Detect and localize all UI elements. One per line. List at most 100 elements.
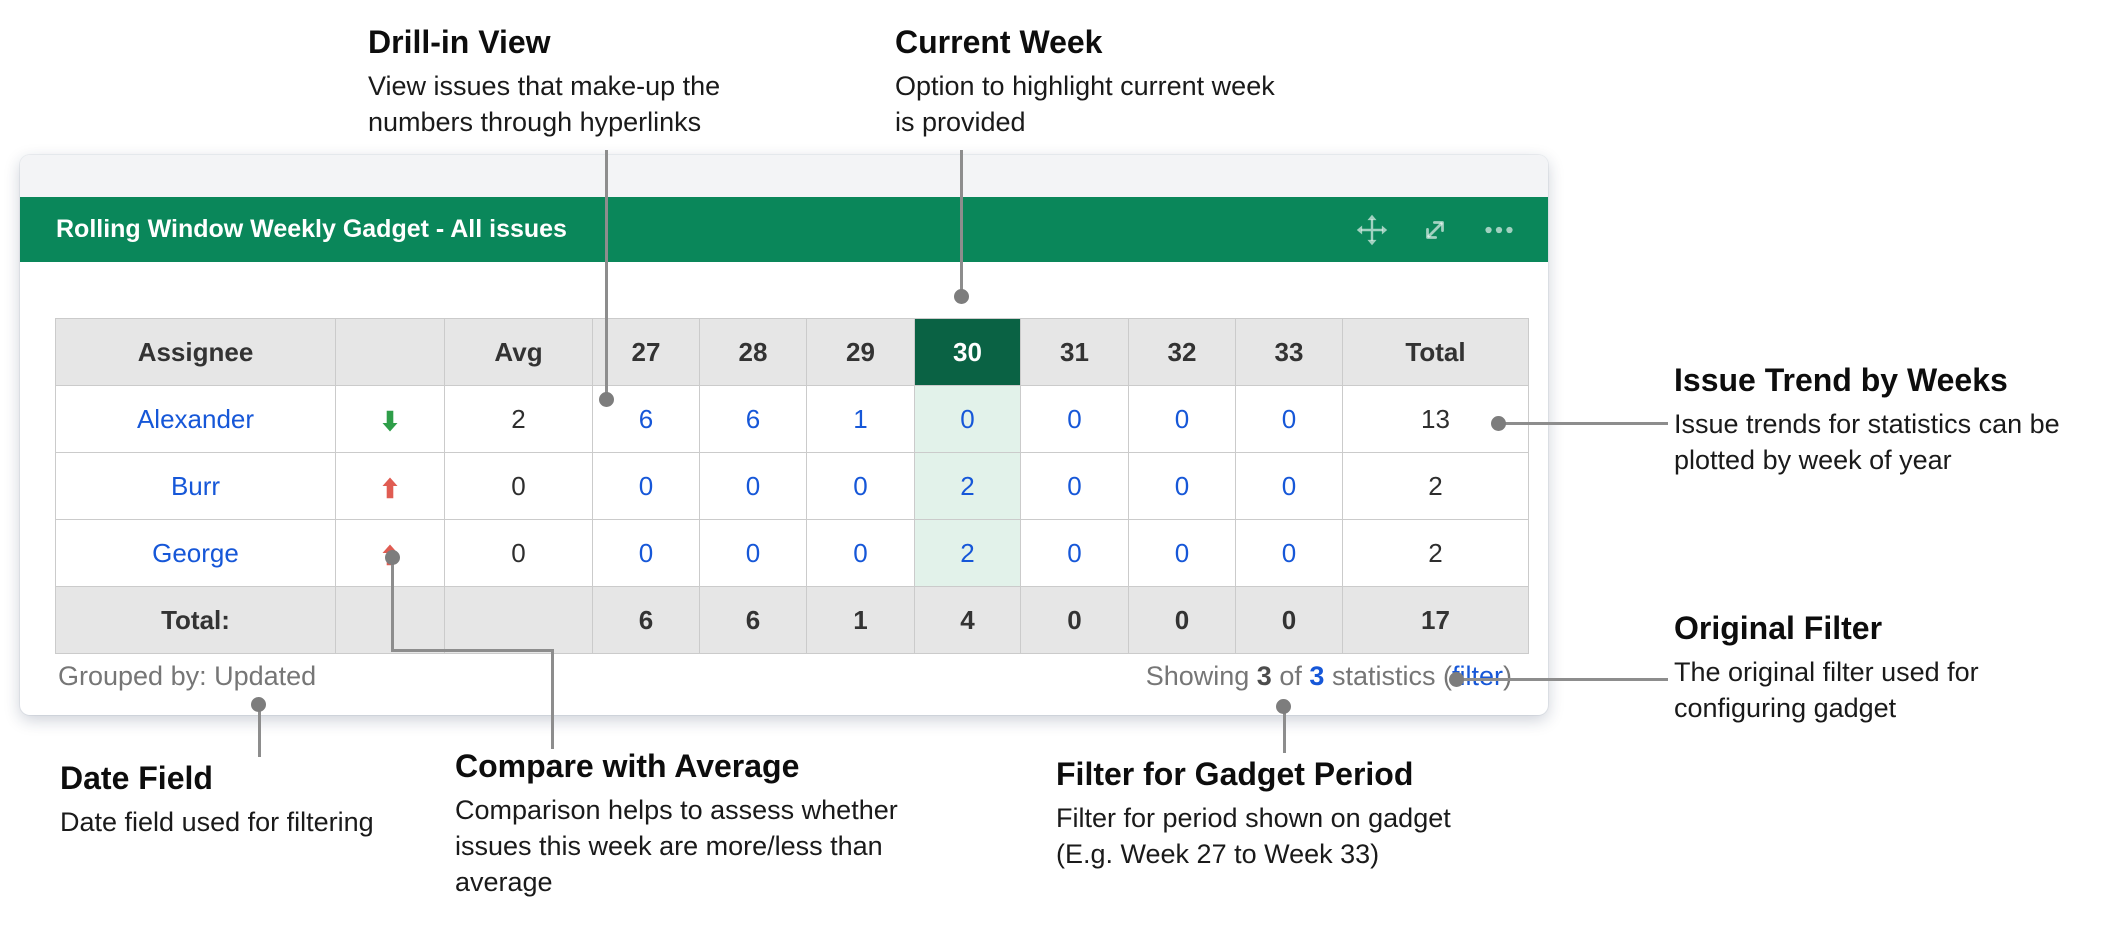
- move-icon[interactable]: [1356, 214, 1388, 246]
- callout-dot-issue-trend: [1491, 416, 1506, 431]
- gadget-card: Rolling Window Weekly Gadget - All issue…: [20, 155, 1548, 715]
- week-value-link[interactable]: 0: [853, 470, 868, 501]
- callout-line-compare-average-2: [391, 649, 554, 652]
- annotation-title: Date Field: [60, 760, 213, 796]
- assignee-link[interactable]: George: [152, 537, 239, 568]
- row-total-cell: 2: [1342, 519, 1529, 587]
- week-value-link[interactable]: 1: [853, 403, 868, 434]
- trend-down-icon: [377, 404, 403, 434]
- week-value-link[interactable]: 6: [745, 403, 761, 434]
- annotation-original-filter: Original Filter The original filter used…: [1674, 610, 1979, 727]
- week-value-link[interactable]: 0: [1174, 403, 1190, 434]
- week-value-link[interactable]: 0: [638, 537, 654, 568]
- annotation-current-week: Current Week Option to highlight current…: [895, 24, 1275, 141]
- callout-line-date-field: [258, 705, 261, 757]
- showing-label: Showing: [1145, 661, 1250, 691]
- avg-cell: 2: [444, 385, 593, 453]
- avg-cell: 0: [444, 452, 593, 520]
- gadget-title: Rolling Window Weekly Gadget - All issue…: [56, 215, 567, 243]
- total-row-label: Total:: [55, 586, 336, 654]
- assignee-link[interactable]: Burr: [170, 470, 221, 501]
- paren-open: (: [1442, 661, 1452, 691]
- col-header-week-33: 33: [1235, 318, 1343, 386]
- annotation-issue-trend: Issue Trend by Weeks Issue trends for st…: [1674, 362, 2060, 479]
- annotation-gadget-period: Filter for Gadget Period Filter for peri…: [1056, 756, 1451, 873]
- statistics-label: statistics: [1331, 661, 1436, 691]
- callout-line-gadget-period: [1283, 707, 1286, 753]
- annotation-line: configuring gadget: [1674, 692, 1897, 723]
- annotation-title: Current Week: [895, 24, 1103, 60]
- more-options-icon[interactable]: [1482, 214, 1516, 246]
- paren-close: ): [1503, 661, 1512, 691]
- annotation-line: plotted by week of year: [1674, 444, 1952, 475]
- callout-line-compare-average-1: [391, 556, 394, 652]
- col-header-trend: [335, 318, 445, 386]
- annotation-line: Comparison helps to assess whether: [455, 795, 898, 825]
- week-value-link[interactable]: 0: [853, 537, 868, 568]
- week-value-link[interactable]: 0: [1067, 470, 1082, 501]
- annotation-line: Date field used for filtering: [60, 807, 374, 837]
- week-value-link[interactable]: 0: [638, 470, 654, 501]
- total-row-trend-empty: [335, 586, 445, 654]
- week-value-link[interactable]: 0: [745, 470, 761, 501]
- callout-dot-current-week: [954, 289, 969, 304]
- total-week-cell: 1: [806, 586, 915, 654]
- week-value-link[interactable]: 0: [1281, 470, 1297, 501]
- grand-total-cell: 17: [1342, 586, 1529, 654]
- total-week-cell: 0: [1128, 586, 1236, 654]
- col-header-week-29: 29: [806, 318, 915, 386]
- annotation-line: Filter for period shown on gadget: [1056, 803, 1451, 833]
- col-header-avg: Avg: [444, 318, 593, 386]
- annotation-line: numbers through hyperlinks: [368, 106, 702, 137]
- trend-up-icon: [377, 471, 403, 501]
- col-header-week-32: 32: [1128, 318, 1236, 386]
- annotation-line: Option to highlight current week: [895, 71, 1275, 101]
- callout-dot-gadget-period: [1276, 699, 1291, 714]
- annotation-line: issues this week are more/less than: [455, 830, 883, 861]
- table-header-row: Assignee Avg 27 28 29 30 31 32 33 Total: [55, 318, 1529, 386]
- table-row-burr: Burr 0 0 0 0 2 0 0 0 2: [55, 452, 1529, 520]
- col-header-week-27: 27: [592, 318, 700, 386]
- callout-line-issue-trend: [1502, 422, 1668, 425]
- weekly-stats-table: Assignee Avg 27 28 29 30 31 32 33 Total …: [55, 318, 1529, 654]
- callout-line-drill-in: [605, 150, 608, 394]
- of-label: of: [1279, 661, 1302, 691]
- annotation-title: Filter for Gadget Period: [1056, 756, 1414, 792]
- col-header-week-31: 31: [1020, 318, 1129, 386]
- total-week-cell: 0: [1235, 586, 1343, 654]
- col-header-assignee: Assignee: [55, 318, 336, 386]
- week-value-link[interactable]: 0: [1067, 537, 1082, 568]
- table-row-alexander: Alexander 2 6 6 1 0 0 0 0 13: [55, 385, 1529, 453]
- annotation-line: is provided: [895, 106, 1026, 137]
- gadget-footer: Grouped by: Updated Showing 3 of 3 stati…: [58, 661, 1512, 692]
- annotation-title: Issue Trend by Weeks: [1674, 362, 2008, 398]
- annotation-date-field: Date Field Date field used for filtering: [60, 760, 374, 841]
- annotation-title: Drill-in View: [368, 24, 551, 60]
- showing-statistics: Showing 3 of 3 statistics (filter): [1146, 661, 1512, 692]
- shown-count: 3: [1256, 661, 1272, 691]
- week-value-link-current[interactable]: 2: [960, 470, 975, 501]
- expand-icon[interactable]: [1420, 215, 1450, 245]
- week-value-link[interactable]: 0: [1281, 403, 1297, 434]
- week-value-link[interactable]: 0: [1067, 403, 1082, 434]
- annotation-compare-average: Compare with Average Comparison helps to…: [455, 748, 898, 901]
- col-header-total: Total: [1342, 318, 1529, 386]
- total-week-cell: 0: [1020, 586, 1129, 654]
- week-value-link[interactable]: 0: [1174, 537, 1190, 568]
- assignee-link[interactable]: Alexander: [136, 403, 255, 434]
- week-value-link[interactable]: 0: [745, 537, 761, 568]
- annotation-drill-in-view: Drill-in View View issues that make-up t…: [368, 24, 720, 141]
- week-value-link-current[interactable]: 2: [960, 537, 975, 568]
- avg-cell: 0: [444, 519, 593, 587]
- week-value-link[interactable]: 0: [1281, 537, 1297, 568]
- week-value-link[interactable]: 6: [638, 403, 654, 434]
- total-week-cell: 6: [699, 586, 807, 654]
- week-value-link-current[interactable]: 0: [960, 403, 975, 434]
- annotation-title: Original Filter: [1674, 610, 1883, 646]
- table-row-george: George 0 0 0 0 2 0 0 0 2: [55, 519, 1529, 587]
- col-header-week-28: 28: [699, 318, 807, 386]
- annotation-line: The original filter used for: [1674, 657, 1979, 687]
- callout-dot-original-filter: [1449, 672, 1464, 687]
- week-value-link[interactable]: 0: [1174, 470, 1190, 501]
